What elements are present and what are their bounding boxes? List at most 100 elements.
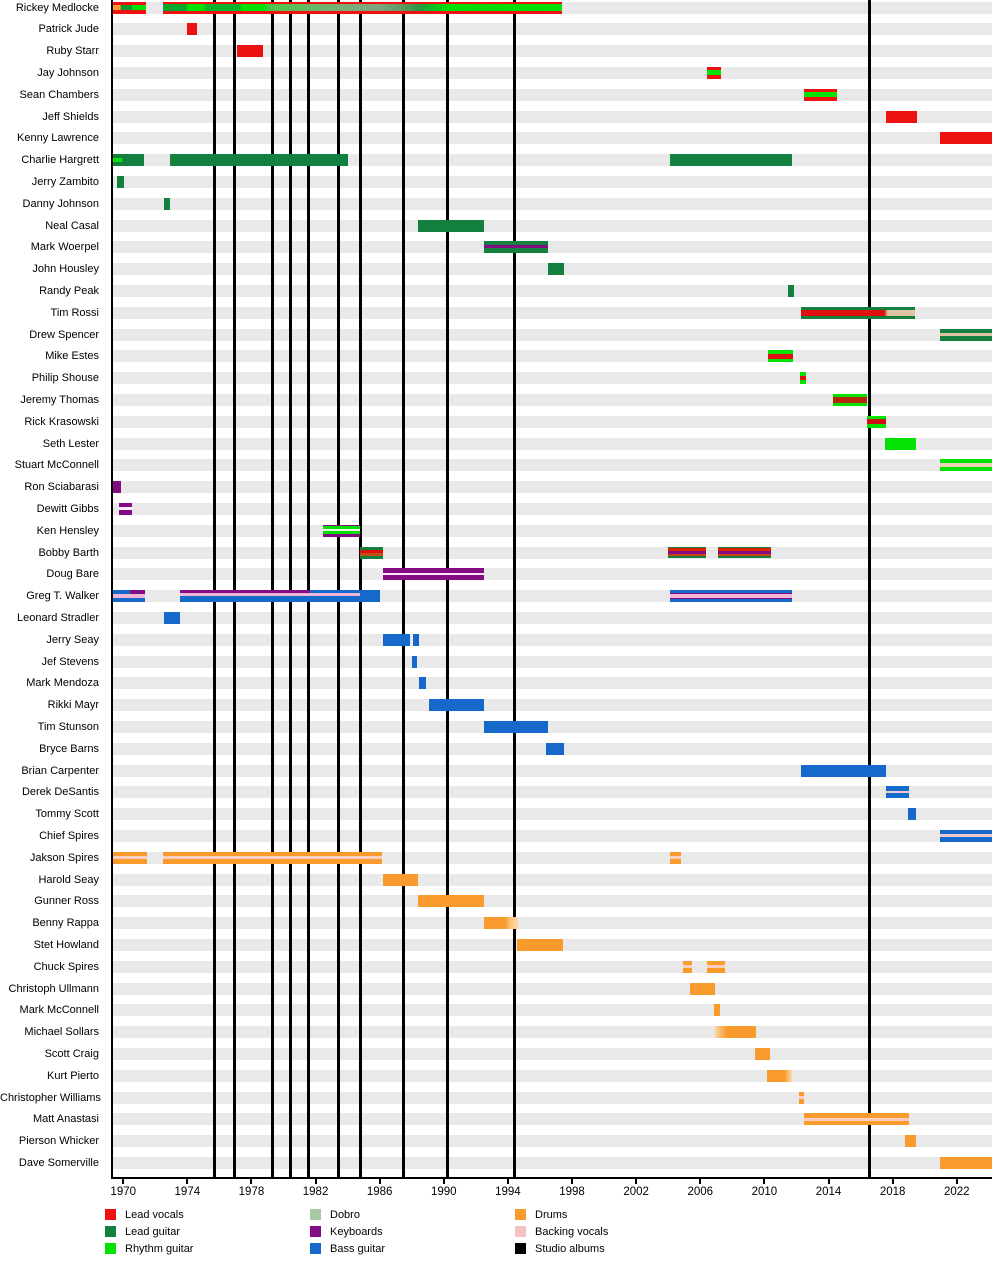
timeline-bar [803, 1113, 909, 1126]
member-label: Brian Carpenter [21, 764, 99, 777]
axis-tick-label: 1998 [559, 1186, 585, 1198]
member-label: Chief Spires [39, 829, 99, 842]
bar-stripe [322, 529, 360, 532]
timeline-bar [483, 720, 548, 733]
member-label: Kurt Pierto [47, 1069, 99, 1082]
axis-tick [827, 1179, 830, 1184]
bar-stripe [112, 162, 145, 167]
row-band [112, 328, 992, 341]
member-label: Mark Woerpel [30, 241, 99, 254]
legend-item: Lead guitar [105, 1225, 180, 1238]
member-label: Leonard Stradler [17, 611, 99, 624]
bar-stripe [939, 837, 992, 842]
member-label: Benny Rappa [32, 917, 99, 930]
bar-stripe [359, 553, 383, 556]
bar-stripe [119, 502, 133, 508]
bar-stripe [237, 45, 263, 58]
member-label: Ken Hensley [36, 524, 99, 537]
bar-stripe [866, 419, 887, 425]
timeline-bar [382, 633, 411, 646]
row-band [112, 45, 992, 58]
row-band [112, 677, 992, 690]
bar-stripe [799, 372, 807, 376]
bar-stripe [832, 393, 867, 398]
timeline-bar [237, 45, 263, 58]
timeline-bar [129, 590, 145, 603]
bar-stripe [866, 415, 887, 420]
member-label: Jay Johnson [37, 66, 99, 79]
bar-stripe [382, 568, 484, 573]
bar-stripe [164, 197, 170, 210]
bar-stripe [112, 154, 145, 158]
timeline-bar [886, 110, 917, 123]
timeline-bar [905, 1135, 916, 1148]
bar-stripe [180, 590, 310, 594]
bar-stripe [163, 10, 563, 14]
x-axis-line [111, 1177, 992, 1179]
studio-album-line [307, 0, 311, 1177]
bar-stripe [801, 315, 916, 319]
row-band [112, 699, 992, 712]
bar-stripe [112, 10, 146, 14]
studio-album-line [445, 0, 449, 1177]
timeline-bar [309, 590, 361, 603]
bar-stripe [669, 590, 792, 593]
bar-stripe [112, 859, 148, 864]
axis-tick [506, 1179, 509, 1184]
bar-stripe [768, 350, 794, 354]
row-band [112, 459, 992, 472]
legend-swatch [515, 1226, 526, 1237]
bar-stripe [905, 1135, 916, 1148]
studio-album-line [867, 0, 871, 1177]
bar-stripe [804, 92, 837, 98]
bar-stripe [669, 851, 682, 856]
timeline-bar [116, 175, 124, 188]
row-band [112, 481, 992, 494]
member-labels-column: Rickey Medlocke Patrick Jude Ruby Starr Jay… [0, 0, 106, 1177]
bar-stripe [803, 1117, 909, 1121]
timeline-bar [360, 590, 381, 603]
timeline-bar [939, 132, 992, 145]
axis-tick [571, 1179, 574, 1184]
axis-tick [891, 1179, 894, 1184]
studio-album-line [212, 0, 216, 1177]
timeline-bar [801, 306, 916, 319]
bar-stripe [717, 550, 771, 555]
axis-tick [122, 1179, 125, 1184]
bar-stripe [112, 851, 148, 856]
bar-stripe [360, 590, 381, 603]
timeline-bar [418, 219, 484, 232]
axis-tick [635, 1179, 638, 1184]
bar-stripe [669, 592, 792, 595]
y-axis-line [111, 0, 113, 1179]
bar-stripe [713, 1004, 721, 1017]
bar-stripe [112, 590, 130, 595]
timeline-bar [112, 481, 121, 494]
row-band [112, 1113, 992, 1126]
member-label: Christopher Williams [0, 1091, 101, 1104]
bar-stripe [768, 358, 794, 363]
bar-stripe [112, 594, 130, 598]
bar-stripe [418, 677, 427, 690]
bar-stripe [322, 526, 360, 530]
bar-stripe [309, 593, 361, 597]
row-band [112, 88, 992, 101]
member-label: Sean Chambers [19, 88, 100, 101]
bar-stripe [939, 459, 992, 464]
timeline-bar [713, 1004, 721, 1017]
bar-stripe [483, 245, 548, 249]
timeline-bar [798, 1091, 804, 1104]
axis-tick-label: 1974 [174, 1186, 201, 1198]
bar-stripe [428, 699, 484, 712]
bar-stripe [418, 219, 484, 232]
bar-stripe [689, 982, 716, 995]
row-band [112, 982, 992, 995]
member-label: Jef Stevens [41, 655, 99, 668]
member-label: Tim Stunson [37, 720, 99, 733]
row-band [112, 132, 992, 145]
timeline-bar [112, 851, 148, 864]
timeline-bar [832, 393, 867, 406]
member-label: Jakson Spires [29, 851, 99, 864]
bar-stripe [359, 546, 383, 550]
timeline-bar [411, 655, 417, 668]
